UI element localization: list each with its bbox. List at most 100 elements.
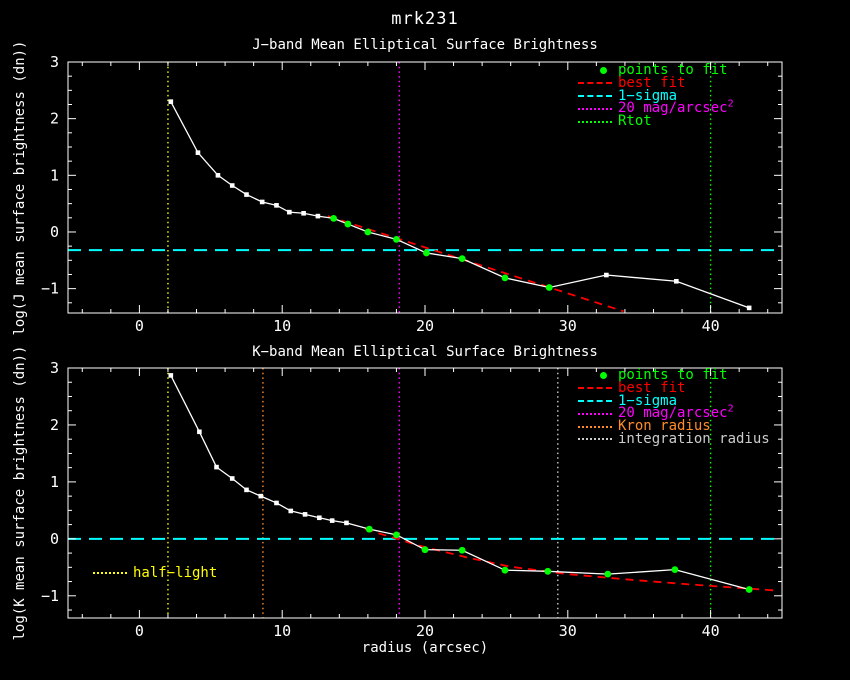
data-point <box>244 192 249 197</box>
data-point <box>168 99 174 104</box>
fit-point <box>745 586 753 593</box>
line-sample-icon <box>578 387 612 390</box>
fit-point <box>501 566 509 574</box>
fit-point <box>364 228 372 236</box>
fit-point <box>344 220 352 228</box>
fit-point <box>545 284 553 291</box>
data-point <box>168 373 174 378</box>
legend-item-20-mag-arcsec: 20 mag/arcsec2 <box>578 403 770 422</box>
data-point <box>301 210 306 216</box>
legend-label: 1−sigma <box>618 392 678 409</box>
point-marker-icon <box>600 371 607 379</box>
fit-point <box>423 249 430 257</box>
data-point <box>229 183 235 188</box>
line-sample-icon <box>578 412 612 415</box>
x-tick-label: 20 <box>416 317 434 335</box>
fit-point <box>393 235 400 243</box>
line-sample-icon <box>578 82 612 85</box>
legend-item-1-sigma: 1−sigma <box>578 87 734 104</box>
legend-label: points to fit <box>618 62 728 78</box>
y-tick-label: 1 <box>50 473 59 491</box>
legend-item-best-fit: best fit <box>578 76 734 90</box>
k-band-subtitle: K−band Mean Elliptical Surface Brightnes… <box>252 344 598 360</box>
line-sample-icon <box>578 120 612 123</box>
legend-label: 1−sigma <box>618 87 678 104</box>
line-sample-icon <box>93 572 127 575</box>
data-point <box>317 515 322 521</box>
data-point <box>287 209 292 215</box>
fit-point <box>365 525 373 533</box>
legend-label: 20 mag/arcsec2 <box>618 403 734 422</box>
data-point <box>244 487 249 493</box>
data-point <box>229 476 235 481</box>
data-point <box>315 213 321 219</box>
j-band-plot: 0 10 20 30 40 −1 0 1 2 3 <box>41 53 783 335</box>
line-sample-icon <box>578 107 612 110</box>
data-point <box>344 520 349 526</box>
data-point <box>329 518 335 523</box>
x-axis-label: radius (arcsec) <box>361 640 489 656</box>
data-point <box>258 493 264 499</box>
data-point <box>746 305 752 311</box>
legend-item-1-sigma: 1−sigma <box>578 392 770 409</box>
data-point <box>288 508 294 514</box>
data-point <box>674 278 679 284</box>
fit-point <box>671 566 679 573</box>
k-band-plot: 0 10 20 30 40 −1 0 1 2 3 <box>41 359 783 640</box>
data-point <box>274 500 279 506</box>
x-tick-label: 10 <box>273 317 291 335</box>
legend-label: Kron radius <box>618 418 711 435</box>
data-point <box>214 464 219 470</box>
data-point <box>195 150 201 155</box>
legend-item-half-light: half−light <box>93 565 218 581</box>
legend-item-points-to-fit: points to fit <box>578 62 734 78</box>
y-tick-label: 2 <box>50 110 59 128</box>
legend-item-kron-radius: Kron radius <box>578 418 770 435</box>
x-tick-label: 0 <box>135 622 144 640</box>
data-point <box>302 512 308 517</box>
y-tick-label: 0 <box>50 530 59 548</box>
legend-label: half−light <box>133 565 218 581</box>
legend-item-rtot: Rtot <box>578 114 734 128</box>
x-tick-label: 30 <box>559 317 577 335</box>
profile-line <box>170 101 750 309</box>
data-point <box>604 272 609 278</box>
x-tick-label: 20 <box>416 622 434 640</box>
page-title: mrk231 <box>391 9 459 29</box>
y-tick-label: 3 <box>50 359 59 377</box>
fit-point <box>330 214 338 222</box>
legend-item-20-mag-arcsec: 20 mag/arcsec2 <box>578 98 734 117</box>
x-tick-label: 10 <box>273 622 291 640</box>
half-light-annotation: half−light <box>93 565 218 581</box>
legend-item-integration-radius: integration radius <box>578 432 770 446</box>
line-sample-icon <box>578 399 612 402</box>
j-band-subtitle: J−band Mean Elliptical Surface Brightnes… <box>252 37 598 53</box>
x-tick-label: 0 <box>135 317 144 335</box>
fit-point <box>393 531 400 539</box>
data-point <box>215 173 221 178</box>
data-point <box>197 429 202 435</box>
y-tick-label: −1 <box>41 587 59 605</box>
best-fit-line <box>327 215 624 313</box>
legend-label: points to fit <box>618 367 728 383</box>
line-sample-icon <box>578 94 612 97</box>
point-marker-icon <box>600 66 607 74</box>
k-y-axis-label: log(K mean surface brightness (dn)) <box>12 345 28 641</box>
data-point <box>274 203 279 208</box>
j-band-legend: points to fit best fit 1−sigma 20 mag/arcse… <box>578 62 734 128</box>
best-fit-line <box>364 528 778 592</box>
fit-point <box>458 546 466 554</box>
y-tick-label: 3 <box>50 53 59 71</box>
fit-point <box>501 274 509 282</box>
line-sample-icon <box>578 425 612 428</box>
y-tick-label: 2 <box>50 416 59 434</box>
legend-label: best fit <box>618 379 686 396</box>
legend-item-points-to-fit: points to fit <box>578 367 770 383</box>
fit-point <box>458 255 466 263</box>
legend-label: 20 mag/arcsec2 <box>618 98 734 117</box>
k-band-legend: points to fit best fit 1−sigma 20 mag/arcse… <box>578 367 770 446</box>
x-tick-label: 40 <box>702 317 720 335</box>
y-tick-label: 1 <box>50 166 59 184</box>
